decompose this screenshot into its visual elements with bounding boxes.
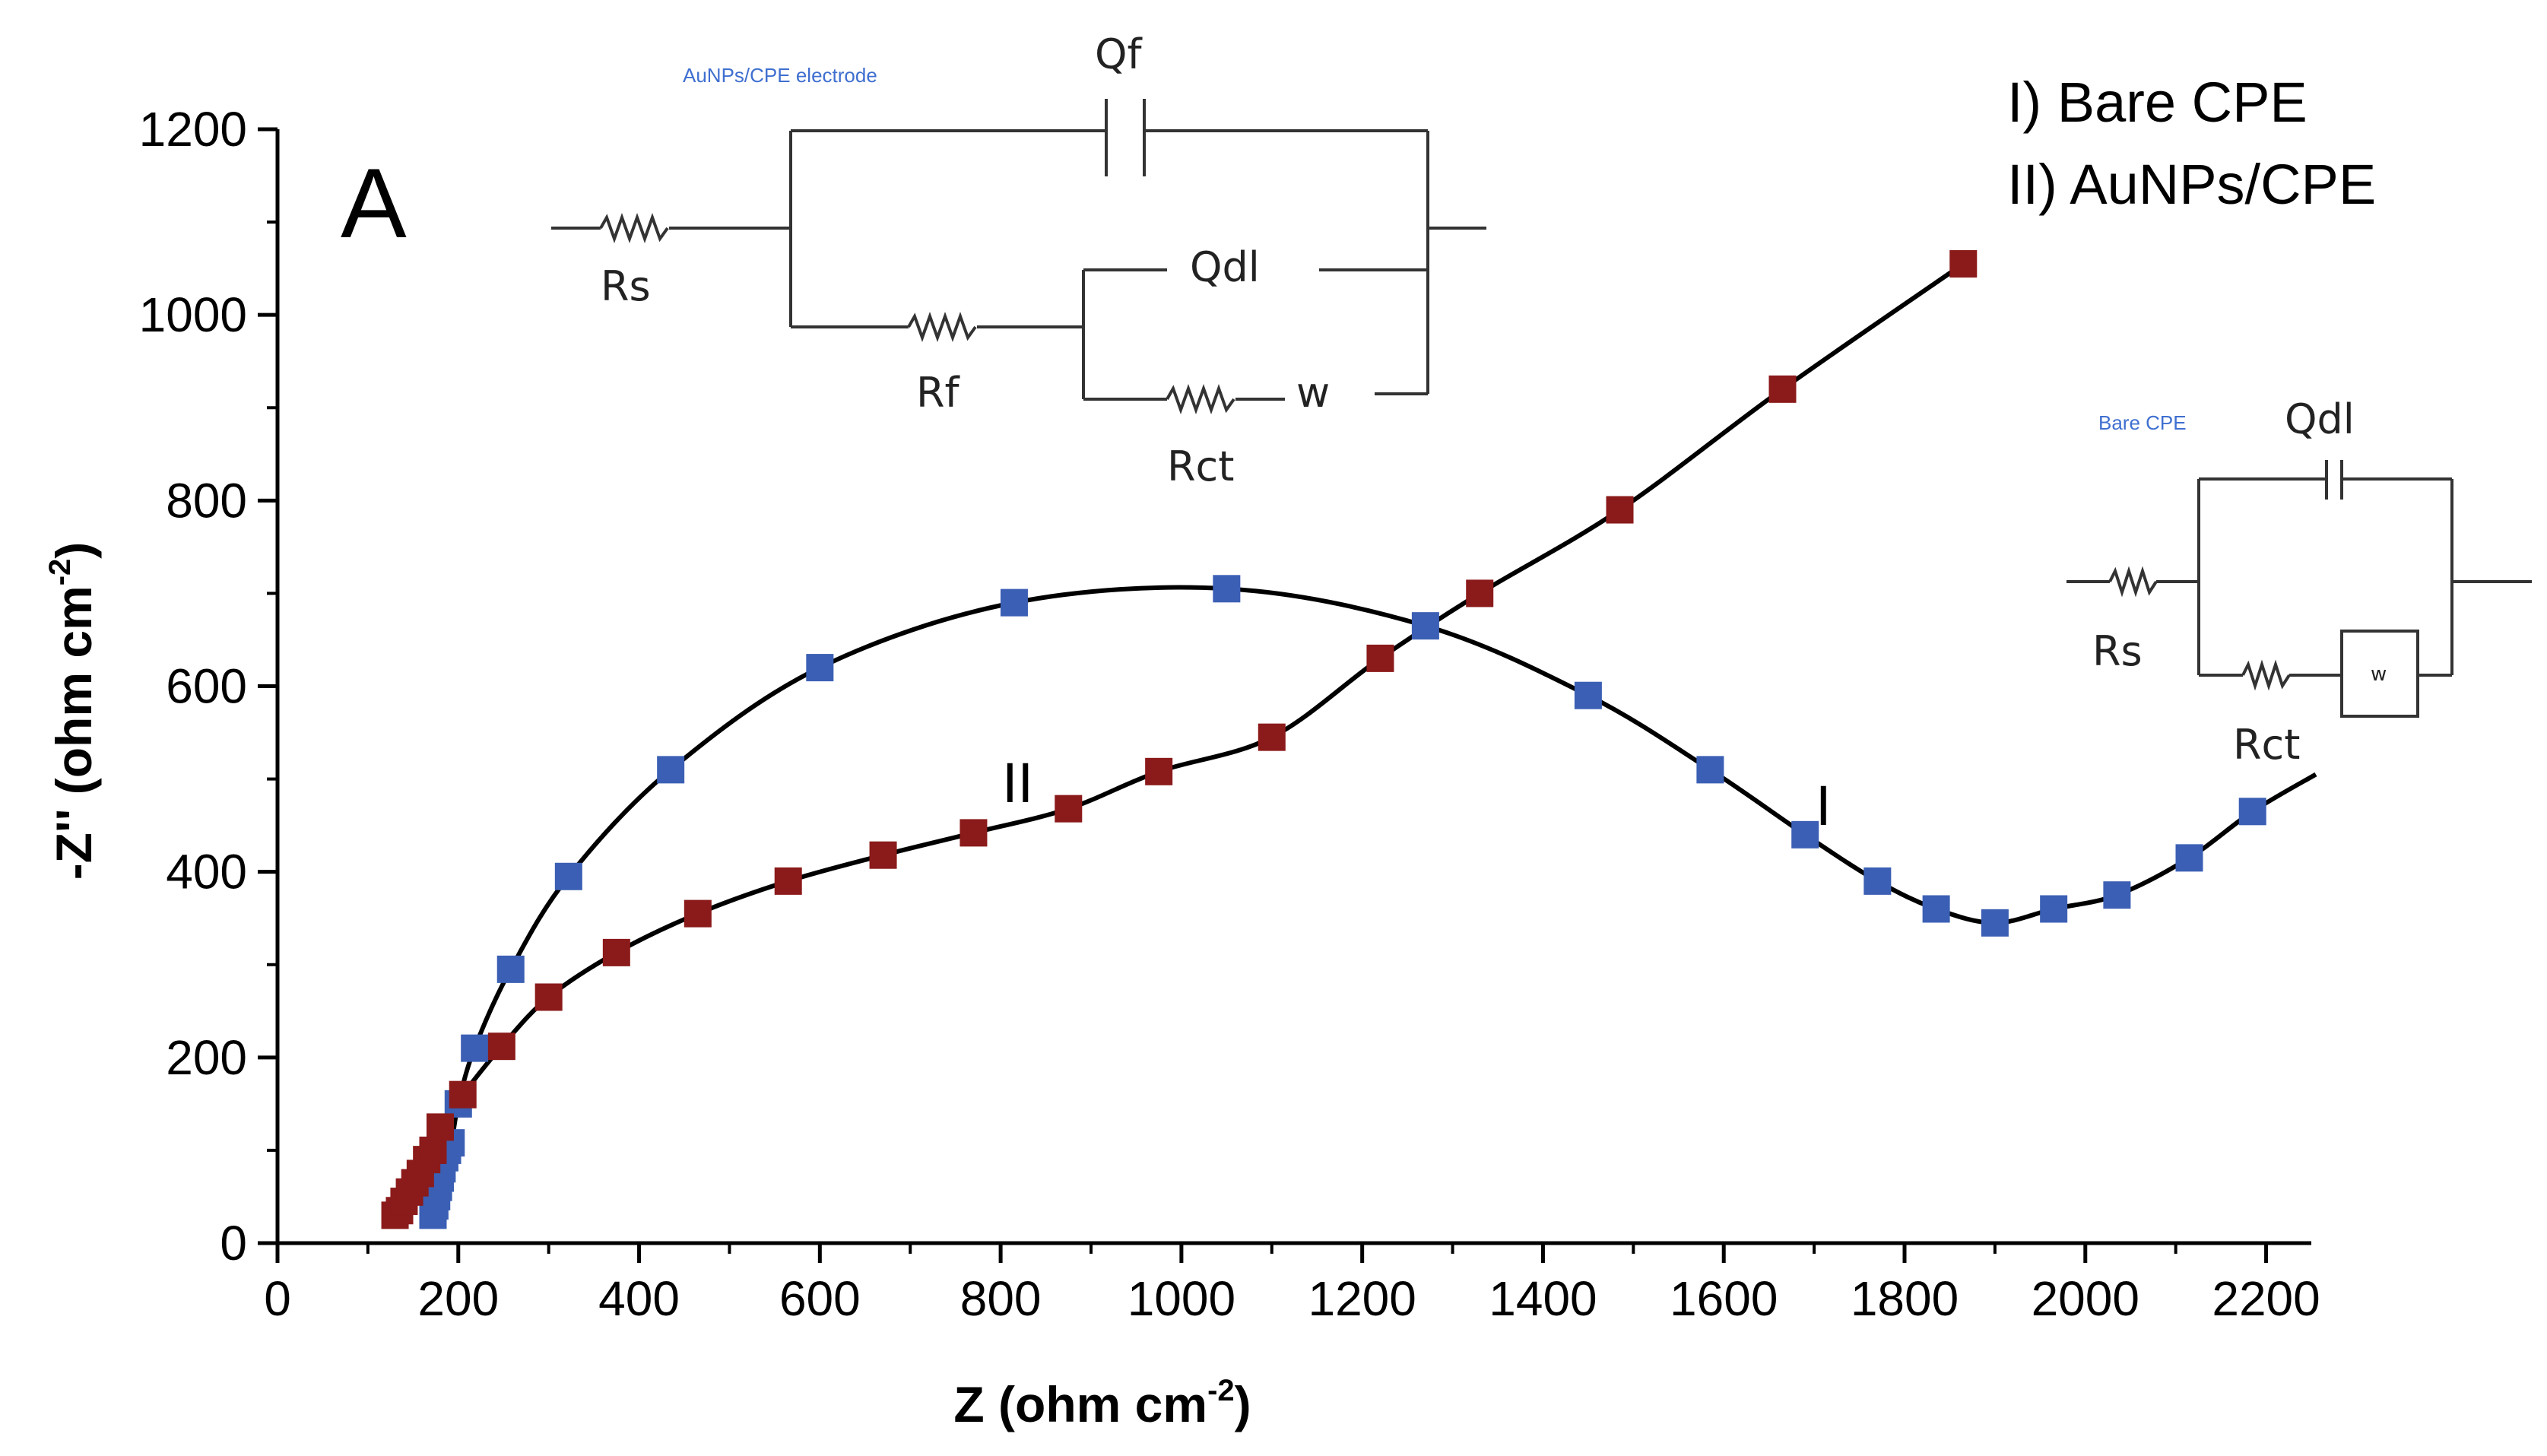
data-point-aunps	[1366, 644, 1394, 672]
data-point-aunps	[1258, 723, 1286, 751]
data-point-aunps	[1145, 757, 1173, 785]
data-point-bare	[1574, 681, 1602, 709]
circuit-bare-title: Bare CPE	[2098, 411, 2187, 434]
resistor-bare-rct-symbol	[2241, 659, 2291, 691]
data-point-aunps	[1949, 250, 1978, 278]
curve-label-ii: II	[1002, 751, 1033, 814]
data-point-bare	[1981, 909, 2009, 937]
capacitor-bare-qdl-symbol	[2325, 460, 2343, 500]
label-bare-qdl: Qdl	[2285, 395, 2355, 443]
data-point-aunps	[602, 938, 630, 966]
x-tick-label: 1600	[1670, 1271, 1778, 1326]
data-point-aunps	[1768, 375, 1797, 403]
label-rf: Rf	[916, 369, 961, 417]
data-point-bare	[1696, 756, 1724, 784]
y-tick-label: 200	[166, 1030, 247, 1085]
series-layer	[381, 250, 2317, 1229]
y-tick-label: 1000	[139, 287, 247, 342]
y-tick-label: 0	[220, 1216, 247, 1270]
data-point-aunps	[869, 841, 897, 869]
data-point-bare	[2040, 895, 2068, 923]
resistor-rf-symbol	[907, 312, 977, 342]
x-tick-label: 1800	[1851, 1271, 1959, 1326]
series-line-bare	[430, 585, 2317, 1217]
x-tick-label: 200	[417, 1271, 499, 1326]
label-bare-rs: Rs	[2092, 627, 2143, 675]
x-tick-label: 1400	[1489, 1271, 1597, 1326]
y-tick-label: 800	[166, 473, 247, 528]
resistor-rct-symbol	[1166, 384, 1235, 414]
x-tick-label: 1200	[1308, 1271, 1416, 1326]
data-point-bare	[2238, 798, 2266, 826]
y-ticks: 0 200 400 600 800 1000 1200	[139, 102, 278, 1270]
data-point-bare	[461, 1034, 489, 1062]
data-point-aunps	[1606, 496, 1634, 524]
data-point-aunps	[959, 819, 988, 847]
data-point-aunps	[1055, 795, 1083, 823]
data-point-bare	[1922, 895, 1950, 923]
y-tick-label: 600	[166, 659, 247, 714]
x-ticks: 0 200 400 600 800 1000 1200 1400 1600 1800 2000 220…	[264, 1243, 2320, 1326]
y-axis-title: -Z'' (ohm cm-2)	[43, 542, 102, 880]
data-point-bare	[496, 955, 525, 983]
panel-label: A	[341, 148, 407, 259]
data-point-aunps	[1466, 579, 1494, 607]
data-point-aunps	[419, 1136, 447, 1164]
curve-label-i: I	[1816, 774, 1832, 837]
data-point-bare	[806, 654, 834, 682]
label-bare-rct: Rct	[2233, 721, 2300, 769]
y-tick-label: 1200	[139, 102, 247, 157]
data-point-aunps	[534, 983, 563, 1011]
resistor-bare-rs-symbol	[2108, 566, 2158, 598]
legend-item-aunps: II) AuNPs/CPE	[2007, 153, 2376, 216]
capacitor-qf-symbol	[1105, 99, 1146, 176]
x-axis-title: Z (ohm cm-2)	[953, 1374, 1251, 1432]
label-rs: Rs	[601, 262, 651, 310]
data-point-aunps	[487, 1033, 515, 1061]
x-tick-label: 400	[598, 1271, 680, 1326]
axes: 0 200 400 600 800 1000 1200 1400 1600 1800 2000 220…	[139, 102, 2320, 1326]
x-tick-label: 600	[779, 1271, 861, 1326]
label-bare-w: w	[2371, 663, 2387, 686]
data-point-bare	[1863, 867, 1892, 895]
data-point-bare	[1000, 588, 1028, 617]
data-point-aunps	[427, 1113, 454, 1141]
x-tick-label: 1000	[1128, 1271, 1235, 1326]
circuit-bare: Bare CPE Qdl Rs w Rct	[2066, 395, 2532, 769]
data-point-aunps	[449, 1080, 477, 1109]
data-point-bare	[657, 756, 685, 784]
label-qf: Qf	[1095, 30, 1143, 78]
legend-item-bare: I) Bare CPE	[2007, 71, 2308, 134]
data-point-bare	[1213, 575, 1241, 603]
x-tick-label: 800	[960, 1271, 1042, 1326]
data-point-bare	[2175, 844, 2203, 872]
data-point-aunps	[684, 899, 712, 928]
x-tick-label: 0	[264, 1271, 291, 1326]
legend: I) Bare CPE II) AuNPs/CPE	[2007, 71, 2376, 216]
data-point-bare	[1411, 612, 1439, 640]
label-w: w	[1296, 369, 1330, 417]
x-tick-label: 2200	[2212, 1271, 2320, 1326]
x-tick-label: 2000	[2032, 1271, 2139, 1326]
data-point-bare	[1791, 820, 1819, 849]
circuit-aunps: AuNPs/CPE electrode Rs Qf Rf Qdl w Rct	[551, 30, 1486, 490]
label-qdl: Qdl	[1190, 243, 1260, 291]
y-tick-label: 400	[166, 845, 247, 899]
data-point-aunps	[774, 867, 802, 895]
data-point-bare	[554, 862, 582, 890]
label-rct: Rct	[1167, 443, 1234, 490]
circuit-aunps-title: AuNPs/CPE electrode	[683, 64, 877, 87]
data-point-bare	[2103, 881, 2131, 909]
resistor-rs-symbol	[599, 213, 669, 243]
